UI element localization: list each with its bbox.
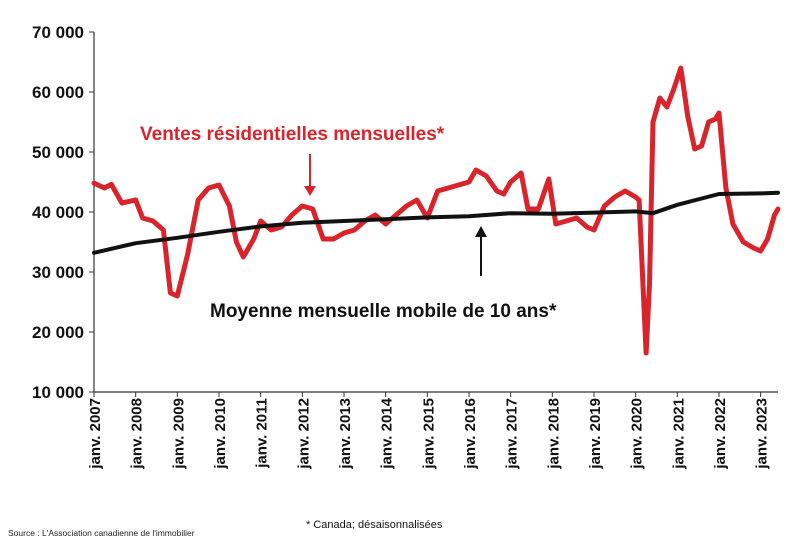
x-tick-label: janv. 2011 bbox=[254, 398, 271, 469]
x-axis-ticks: janv. 2007 janv. 2008 janv. 2009 janv. 2010… bbox=[87, 392, 771, 470]
series-lines bbox=[91, 65, 781, 356]
x-tick-label: janv. 2023 bbox=[754, 398, 771, 470]
y-tick-label: 70 000 bbox=[32, 23, 84, 42]
y-tick-label: 60 000 bbox=[32, 83, 84, 102]
x-tick-label: janv. 2020 bbox=[629, 398, 646, 470]
x-tick-label: janv. 2017 bbox=[504, 398, 521, 470]
x-tick-label: janv. 2019 bbox=[587, 398, 604, 470]
y-tick-label: 40 000 bbox=[32, 203, 84, 222]
source-note: Source : L'Association canadienne de l'i… bbox=[8, 528, 195, 538]
sales-series-line bbox=[91, 65, 781, 356]
x-tick-label: janv. 2015 bbox=[420, 398, 437, 470]
y-axis-ticks: 10 000 20 000 30 000 40 000 50 000 60 000 70 0… bbox=[32, 23, 94, 402]
y-tick-label: 50 000 bbox=[32, 143, 84, 162]
x-tick-label: janv. 2016 bbox=[462, 398, 479, 470]
y-tick-label: 10 000 bbox=[32, 383, 84, 402]
x-tick-label: janv. 2007 bbox=[87, 398, 104, 470]
x-tick-label: janv. 2013 bbox=[337, 398, 354, 470]
x-tick-label: janv. 2008 bbox=[129, 398, 146, 470]
average-label-arrowhead bbox=[475, 226, 487, 237]
x-tick-label: janv. 2021 bbox=[670, 398, 687, 470]
y-tick-label: 30 000 bbox=[32, 263, 84, 282]
average-series-label: Moyenne mensuelle mobile de 10 ans* bbox=[210, 301, 557, 322]
average-series-line bbox=[92, 190, 780, 255]
x-tick-label: janv. 2018 bbox=[545, 398, 562, 470]
footnote: * Canada; désaisonnalisées bbox=[306, 519, 443, 531]
sales-label-arrowhead bbox=[304, 186, 316, 196]
y-tick-label: 20 000 bbox=[32, 323, 84, 342]
x-tick-label: janv. 2014 bbox=[379, 397, 396, 469]
x-tick-label: janv. 2010 bbox=[212, 398, 229, 470]
x-tick-label: janv. 2009 bbox=[170, 398, 187, 470]
x-tick-label: janv. 2022 bbox=[712, 398, 729, 470]
x-tick-label: janv. 2012 bbox=[295, 398, 312, 470]
sales-series-label: Ventes résidentielles mensuelles* bbox=[140, 124, 445, 145]
